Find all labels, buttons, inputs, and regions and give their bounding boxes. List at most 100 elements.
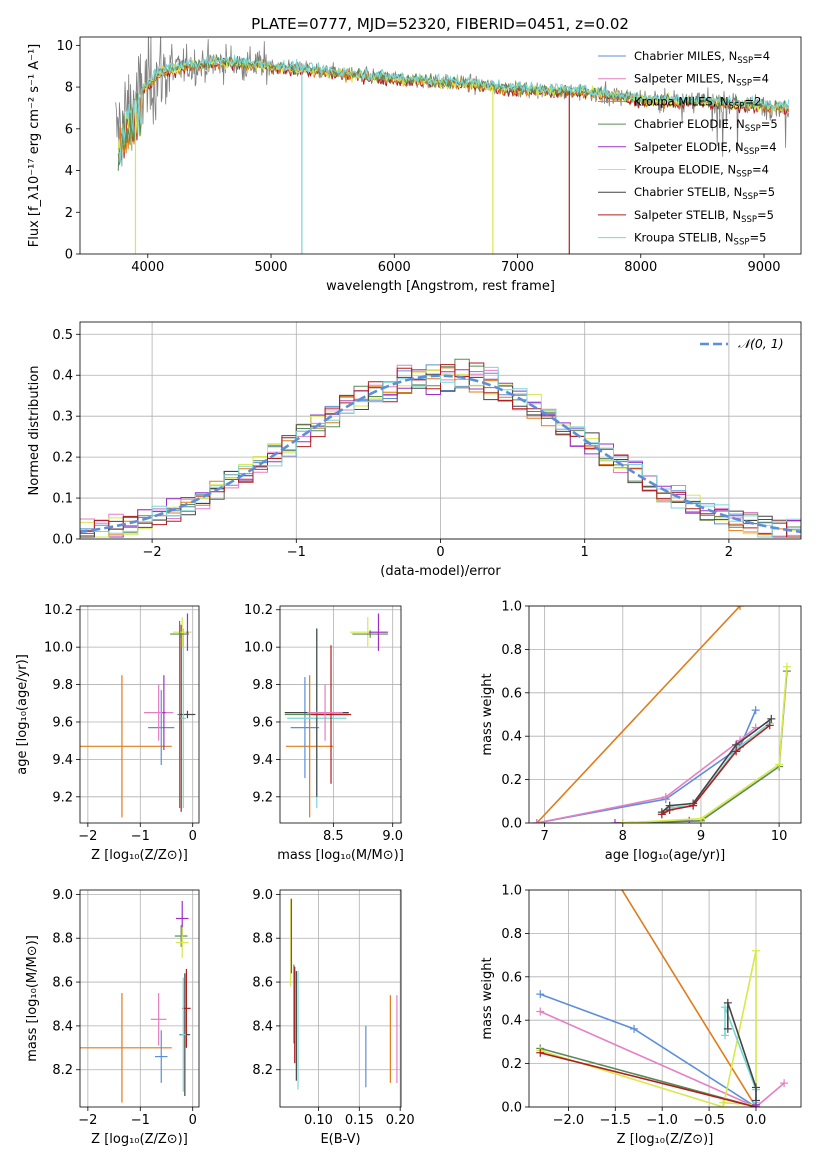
weight-line: [536, 709, 757, 823]
y-tick-label: 0.8: [501, 643, 522, 658]
x-tick-label: −1: [131, 1113, 150, 1128]
y-tick-label: 9.4: [52, 753, 73, 768]
y-axis-label: mass [log₁₀(M/M⊙)]: [25, 935, 40, 1062]
spectrum-model-line: [118, 54, 790, 164]
x-axis-label: mass [log₁₀(M/M⊙)]: [277, 848, 404, 863]
legend-count: =4: [760, 140, 777, 154]
y-tick-label: 9.2: [52, 790, 73, 805]
y-tick-label: 0.6: [501, 970, 522, 985]
x-tick-label: 0.15: [345, 1113, 374, 1128]
normal-curve: [80, 374, 801, 534]
plot-area-spectrum: [115, 37, 790, 254]
y-tick-label: 9.8: [52, 678, 73, 693]
y-tick-label: 9.8: [252, 678, 273, 693]
x-axis-label: wavelength [Angstrom, rest frame]: [326, 279, 555, 294]
y-axis-label: mass weight: [480, 673, 495, 755]
x-tick-label: 8.5: [323, 829, 344, 844]
y-tick-label: 0.4: [52, 369, 73, 384]
axes-weight-vs-Z: −2.0 −1.5 −1.0 −0.5 0.0 0.0 0.2 0.4 0.6 0.8 1.0 Z […: [480, 884, 802, 1147]
x-tick-label: 9000: [747, 260, 780, 275]
y-tick-label: 1.0: [501, 884, 522, 899]
x-tick-label: −1.0: [646, 1113, 678, 1128]
y-tick-label: 9.6: [252, 715, 273, 730]
y-tick-label: 0.2: [52, 451, 73, 466]
axes-spectrum: 4000 5000 6000 7000 8000 9000 0 2 4 6 8 10 wavelengt…: [27, 36, 802, 294]
spectrum-legend: Chabrier MILES, NSSP=4 Salpeter MILES, NS…: [598, 49, 778, 248]
weight-line: [540, 1052, 757, 1107]
x-tick-label: −0.5: [693, 1113, 725, 1128]
x-axis-label: age [log₁₀(age/yr)]: [605, 848, 726, 863]
y-tick-label: 10: [56, 39, 73, 54]
x-tick-label: 7: [540, 829, 548, 844]
x-tick-label: 9.0: [382, 829, 403, 844]
axes-residuals: −2 −1 0 1 2 0.0 0.1 0.2 0.3 0.4 0.5 (data-model)/er…: [27, 321, 802, 579]
x-tick-label: 10: [771, 829, 788, 844]
x-axis-label: E(B-V): [320, 1132, 360, 1147]
y-tick-label: 10.0: [244, 641, 273, 656]
y-tick-label: 8.2: [52, 1063, 73, 1078]
legend-label: Salpeter ELODIE, NSSP=4: [634, 140, 777, 157]
x-tick-label: 0.20: [386, 1113, 415, 1128]
legend-count: =5: [749, 231, 766, 245]
legend-count: =5: [757, 208, 774, 222]
legend-label: Chabrier STELIB, NSSP=5: [634, 185, 775, 202]
x-tick-label: 0: [436, 545, 444, 560]
x-tick-label: 6000: [378, 260, 411, 275]
x-axis-label: Z [log₁₀(Z/Z⊙)]: [617, 1132, 714, 1147]
plot-area-weight-vs-Z: [536, 890, 789, 1107]
y-axis-label: age [log₁₀(age/yr)]: [15, 654, 30, 775]
y-tick-label: 9.6: [52, 715, 73, 730]
y-tick-label: 9.0: [52, 888, 73, 903]
y-axis-label: Normed distribution: [27, 366, 42, 496]
axes-mass-vs-EBV: 0.10 0.15 0.20 8.2 8.4 8.6 8.8 9.0 E(B-V): [252, 888, 414, 1147]
axes-mass-vs-Z: −2 −1 0 8.2 8.4 8.6 8.8 9.0 Z [log₁₀(Z/Z⊙)] mass …: [25, 888, 200, 1147]
legend-count: =4: [752, 72, 769, 86]
legend-label: Kroupa STELIB, NSSP=5: [634, 231, 766, 248]
weight-line: [621, 890, 757, 1107]
plot-area-age-vs-Z: [80, 613, 196, 818]
plot-area-mass-vs-Z: [80, 900, 191, 1103]
y-tick-label: 8.8: [52, 932, 73, 947]
x-axis-label: Z [log₁₀(Z/Z⊙)]: [91, 848, 188, 863]
legend-subscript: SSP: [734, 238, 750, 248]
x-tick-label: 5000: [254, 260, 287, 275]
y-tick-label: 4: [65, 164, 73, 179]
y-tick-label: 0.8: [501, 927, 522, 942]
x-tick-label: 9: [697, 829, 705, 844]
residual-legend: 𝒩(0, 1): [700, 336, 784, 351]
y-tick-label: 8.8: [252, 932, 273, 947]
y-tick-label: 0.0: [501, 1101, 522, 1116]
y-tick-label: 8.6: [252, 976, 273, 991]
y-tick-label: 8.6: [52, 976, 73, 991]
legend-count: =2: [744, 94, 761, 108]
x-axis-label: Z [log₁₀(Z/Z⊙)]: [91, 1132, 188, 1147]
axes-frame: [79, 321, 802, 540]
y-tick-label: 1.0: [501, 600, 522, 615]
y-tick-label: 0: [65, 248, 73, 263]
legend-label: 𝒩(0, 1): [738, 336, 784, 351]
weight-line: [622, 666, 788, 823]
x-tick-label: 4000: [131, 260, 164, 275]
y-tick-label: 10.0: [44, 641, 73, 656]
plot-area-residuals: [80, 358, 801, 538]
axes-weight-vs-age: 7 8 9 10 0.0 0.2 0.4 0.6 0.8 1.0 age [log₁₀(age/yr…: [480, 600, 802, 863]
x-tick-label: 8: [619, 829, 627, 844]
x-tick-label: 1: [581, 545, 589, 560]
axes-frame: [79, 889, 200, 1108]
legend-label: Salpeter MILES, NSSP=4: [634, 72, 769, 89]
legend-count: =5: [758, 185, 775, 199]
weight-line: [536, 606, 741, 823]
legend-subscript: SSP: [745, 124, 761, 134]
x-axis-label: (data-model)/error: [380, 564, 501, 579]
y-tick-label: 0.5: [52, 328, 73, 343]
weight-line: [539, 1010, 785, 1107]
y-tick-label: 0.0: [52, 533, 73, 548]
y-axis-label: mass weight: [480, 957, 495, 1039]
plot-layer: 4000 5000 6000 7000 8000 90000246810wavelengt…: [15, 36, 802, 1147]
y-tick-label: 0.1: [52, 492, 73, 507]
x-tick-label: 0: [189, 1113, 197, 1128]
y-tick-label: 9.0: [252, 888, 273, 903]
y-tick-label: 0.4: [501, 1014, 522, 1029]
legend-label: Kroupa ELODIE, NSSP=4: [634, 163, 769, 180]
